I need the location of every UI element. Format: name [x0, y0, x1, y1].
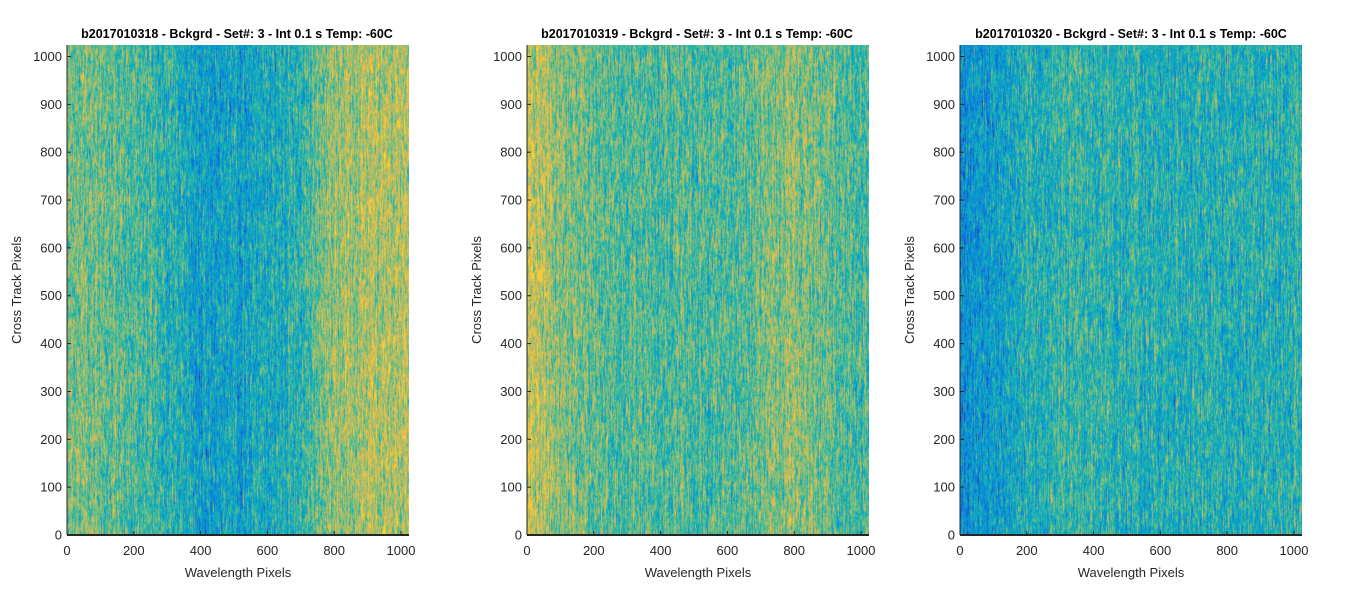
x-tick-label: 1000: [847, 543, 876, 558]
y-tick-label: 800: [40, 145, 62, 160]
y-tick-label: 0: [55, 528, 62, 543]
y-tick-label: 500: [933, 288, 955, 303]
x-tick-label: 400: [190, 543, 212, 558]
y-tick-label: 100: [500, 480, 522, 495]
x-tick-label: 200: [583, 543, 605, 558]
y-tick-label: 900: [500, 97, 522, 112]
y-tick-label: 1000: [33, 49, 62, 64]
x-tick-label: 1000: [387, 543, 416, 558]
x-tick-label: 0: [956, 543, 963, 558]
axes: 0 200 400 600 800 1000 0 100 200 300 400 500 600 700 8…: [902, 45, 1308, 580]
y-tick-label: 100: [40, 480, 62, 495]
axes: 0 200 400 600 800 1000 0 100 200 300 400 500 600 700 8…: [9, 45, 415, 580]
y-tick-label: 200: [933, 432, 955, 447]
x-axis-label: Wavelength Pixels: [185, 565, 292, 580]
x-tick-label: 600: [1150, 543, 1172, 558]
y-tick-label: 400: [40, 336, 62, 351]
y-tick-label: 600: [40, 240, 62, 255]
y-tick-label: 1000: [926, 49, 955, 64]
plot-area: 0 200 400 600 800 1000 0 100 200 300 400 500 600 700 8…: [9, 45, 415, 580]
x-tick-label: 400: [650, 543, 672, 558]
y-tick-label: 0: [948, 528, 955, 543]
x-tick-label: 800: [1216, 543, 1238, 558]
heatmap-image: [960, 45, 1302, 535]
y-tick-label: 300: [933, 384, 955, 399]
y-tick-label: 700: [40, 193, 62, 208]
x-tick-label: 800: [323, 543, 345, 558]
y-tick-label: 300: [500, 384, 522, 399]
y-tick-label: 700: [933, 193, 955, 208]
y-tick-label: 800: [500, 145, 522, 160]
x-tick-label: 1000: [1280, 543, 1309, 558]
x-axis-label: Wavelength Pixels: [1078, 565, 1185, 580]
heatmap-image: [67, 45, 409, 535]
y-tick-label: 0: [515, 528, 522, 543]
plot-area: 0 200 400 600 800 1000 0 100 200 300 400 500 600 700 8…: [902, 45, 1308, 580]
y-tick-label: 900: [40, 97, 62, 112]
chart-title: b2017010320 - Bckgrd - Set#: 3 - Int 0.1…: [975, 27, 1287, 41]
x-tick-label: 800: [783, 543, 805, 558]
heatmap-image: [527, 45, 869, 535]
y-tick-label: 600: [933, 240, 955, 255]
axes: 0 200 400 600 800 1000 0 100 200 300 400 500 600 700 8…: [469, 45, 875, 580]
y-tick-label: 500: [500, 288, 522, 303]
x-tick-label: 600: [257, 543, 279, 558]
y-tick-label: 900: [933, 97, 955, 112]
x-tick-label: 200: [1016, 543, 1038, 558]
x-tick-label: 400: [1083, 543, 1105, 558]
y-tick-label: 600: [500, 240, 522, 255]
y-tick-label: 100: [933, 480, 955, 495]
y-tick-label: 800: [933, 145, 955, 160]
chart-title: b2017010319 - Bckgrd - Set#: 3 - Int 0.1…: [541, 27, 853, 41]
y-tick-label: 400: [933, 336, 955, 351]
y-tick-label: 300: [40, 384, 62, 399]
y-tick-label: 200: [500, 432, 522, 447]
x-tick-label: 200: [123, 543, 145, 558]
y-axis-label: Cross Track Pixels: [469, 236, 484, 344]
plot-area: 0 200 400 600 800 1000 0 100 200 300 400 500 600 700 8…: [469, 45, 875, 580]
y-axis-label: Cross Track Pixels: [9, 236, 24, 344]
x-tick-label: 600: [717, 543, 739, 558]
y-tick-label: 200: [40, 432, 62, 447]
y-tick-label: 400: [500, 336, 522, 351]
y-tick-label: 500: [40, 288, 62, 303]
x-axis-label: Wavelength Pixels: [645, 565, 752, 580]
y-tick-label: 1000: [493, 49, 522, 64]
chart-title: b2017010318 - Bckgrd - Set#: 3 - Int 0.1…: [81, 27, 393, 41]
y-tick-label: 700: [500, 193, 522, 208]
y-axis-label: Cross Track Pixels: [902, 236, 917, 344]
x-tick-label: 0: [523, 543, 530, 558]
x-tick-label: 0: [63, 543, 70, 558]
